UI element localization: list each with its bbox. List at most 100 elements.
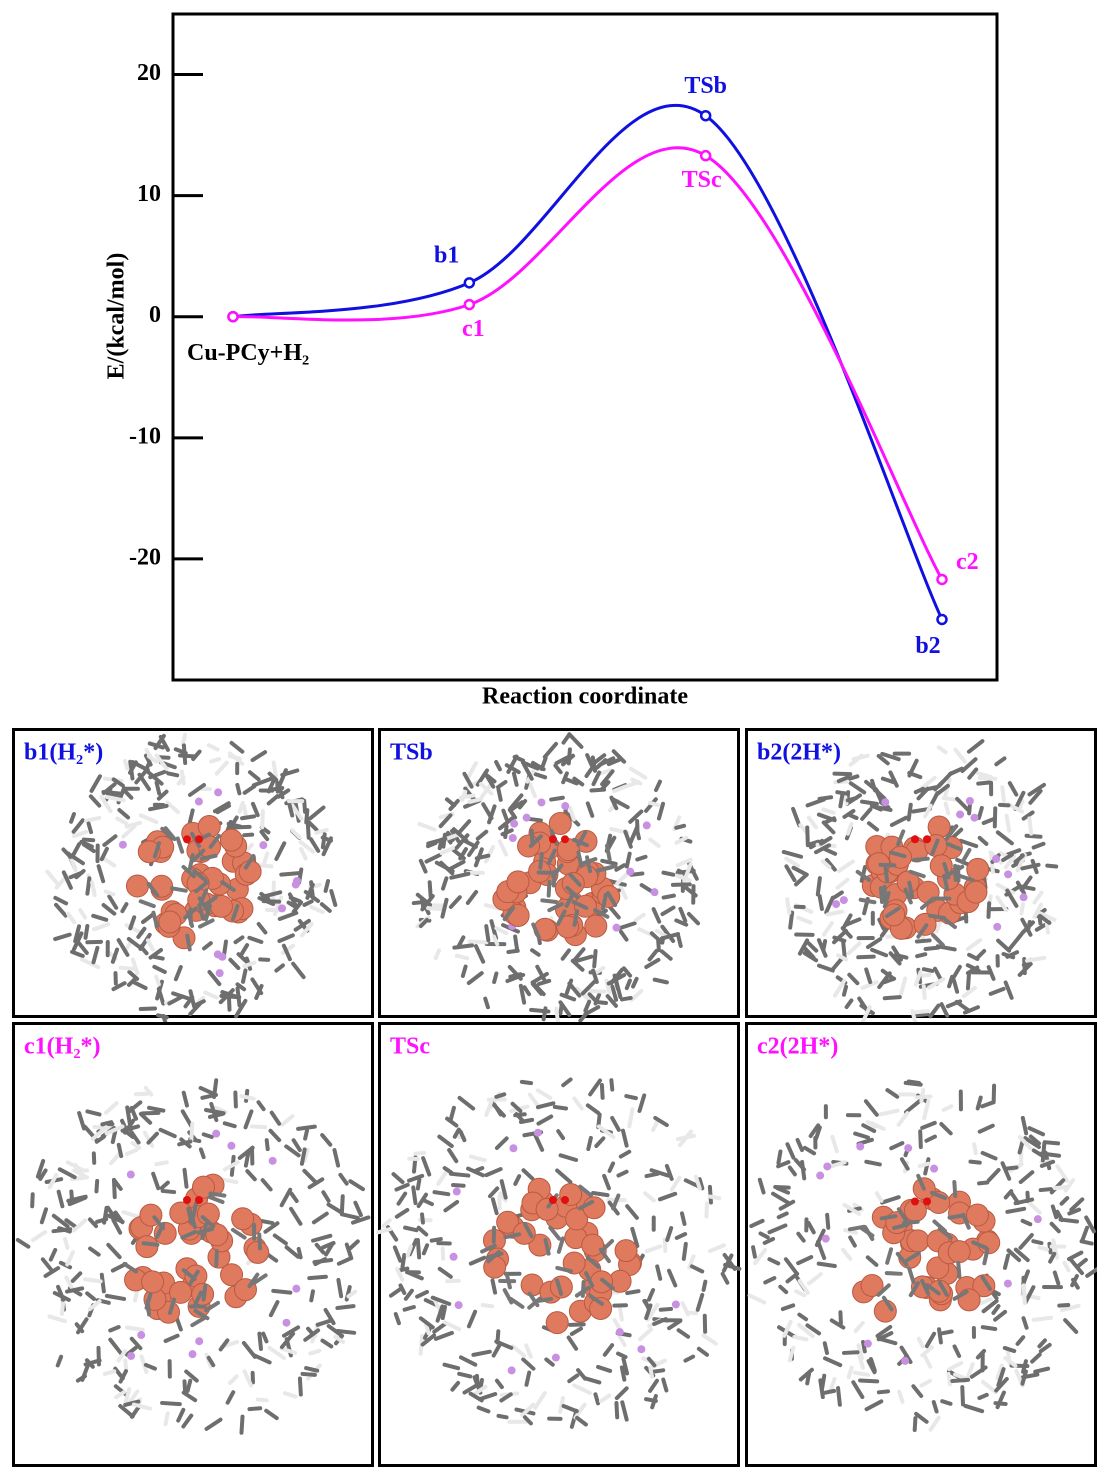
bond: [128, 760, 138, 775]
bond: [600, 1277, 615, 1291]
phosphorus: [292, 1284, 301, 1293]
bond: [822, 921, 834, 937]
bond: [707, 1243, 726, 1254]
bond: [950, 964, 962, 981]
phosphorus: [863, 1339, 872, 1348]
bond: [130, 1140, 142, 1150]
bond: [494, 1136, 509, 1150]
bond: [139, 1354, 149, 1375]
bond: [937, 1327, 943, 1345]
bond: [797, 1279, 810, 1295]
bond: [535, 964, 548, 984]
bond: [252, 1353, 272, 1365]
bond: [198, 1147, 206, 1160]
bond: [101, 789, 122, 796]
bond: [247, 1406, 263, 1412]
point-label: Cu-PCy+H₂: [187, 340, 309, 366]
bond: [1017, 1139, 1025, 1155]
bond: [578, 1184, 593, 1198]
bond: [451, 827, 469, 843]
bond: [880, 751, 901, 762]
bond: [649, 931, 664, 945]
copper-atom: [506, 903, 530, 927]
bond: [916, 786, 930, 801]
molecule-art: [15, 1078, 371, 1435]
bond: [931, 933, 945, 948]
phosphorus: [118, 840, 127, 849]
bond: [436, 1167, 450, 1186]
bond: [830, 1134, 839, 1154]
bond: [522, 985, 532, 997]
bond: [421, 1156, 432, 1177]
bond: [911, 1009, 931, 1015]
bond: [968, 1159, 982, 1165]
bond: [701, 1279, 708, 1292]
bond: [994, 756, 1007, 767]
bond: [177, 753, 197, 759]
bond: [452, 1127, 461, 1139]
bond: [1032, 890, 1044, 905]
bond: [403, 1225, 419, 1233]
bond: [65, 1160, 85, 1172]
phosphorus: [901, 1356, 910, 1365]
bond: [474, 1373, 480, 1388]
bond: [508, 1296, 525, 1309]
bond: [154, 753, 169, 772]
bond: [661, 1377, 669, 1393]
bond: [229, 740, 245, 754]
bond: [1028, 1201, 1042, 1215]
bond: [876, 1283, 891, 1297]
bond: [200, 1215, 216, 1229]
bond: [78, 908, 88, 920]
bond: [921, 967, 935, 973]
bond: [319, 902, 332, 913]
bond: [134, 767, 150, 785]
bond: [181, 1413, 194, 1429]
bond: [828, 1376, 837, 1393]
bond: [561, 1403, 579, 1414]
bond: [388, 1286, 404, 1298]
bond: [819, 836, 833, 846]
bond: [845, 821, 854, 836]
bond: [499, 1179, 508, 1200]
bond: [916, 923, 929, 939]
bond: [976, 805, 984, 820]
bond: [430, 1295, 452, 1306]
bond: [585, 1255, 601, 1269]
bond: [667, 1319, 683, 1331]
bond: [96, 864, 106, 884]
bond: [130, 957, 140, 976]
bond: [747, 1293, 767, 1305]
bond: [479, 782, 494, 796]
bond: [494, 926, 509, 936]
bond: [920, 896, 935, 910]
bond: [965, 972, 971, 991]
bond: [896, 1111, 910, 1127]
bond: [722, 1252, 737, 1271]
bond: [156, 789, 169, 801]
bond: [614, 1401, 620, 1420]
bond: [209, 1101, 219, 1123]
bond: [468, 1391, 484, 1403]
energy-point: [463, 277, 476, 289]
phosphorus: [637, 1345, 646, 1354]
bond: [1005, 1165, 1019, 1171]
bond: [228, 957, 241, 971]
bond: [564, 891, 576, 908]
bond: [321, 1240, 336, 1250]
bond: [1069, 1197, 1085, 1212]
bond: [289, 1206, 303, 1226]
bond: [467, 939, 489, 945]
bond: [939, 1002, 950, 1018]
phosphorus: [626, 867, 635, 876]
bond: [618, 885, 628, 900]
bond: [158, 1127, 177, 1139]
copper-atom: [125, 874, 149, 898]
bond: [66, 911, 77, 925]
bond: [776, 1211, 789, 1220]
bond: [858, 897, 877, 905]
bond: [901, 1219, 920, 1226]
phosphorus: [227, 1141, 236, 1150]
bond: [958, 838, 979, 849]
bond: [885, 1088, 900, 1099]
